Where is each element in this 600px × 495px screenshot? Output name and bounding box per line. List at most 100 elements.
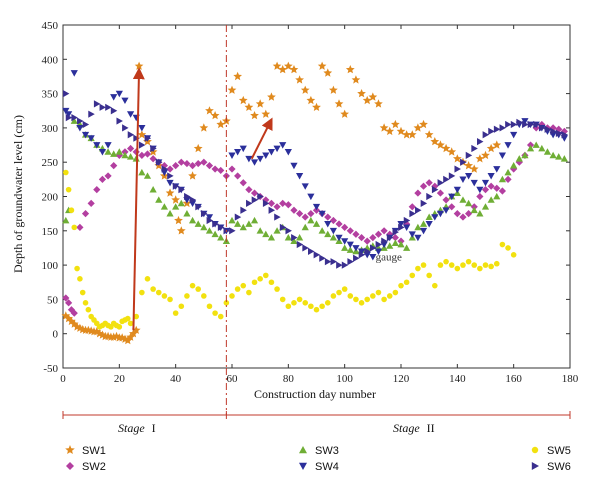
data-point-sw5 [375, 289, 382, 296]
x-axis-title: Construction day number [254, 387, 376, 401]
data-point-sw3 [414, 223, 422, 231]
data-point-sw3 [228, 216, 236, 224]
data-point-sw1 [475, 154, 485, 163]
data-point-sw1 [402, 130, 411, 139]
data-point-sw2 [62, 294, 70, 302]
data-point-sw4 [110, 94, 118, 101]
data-point-sw3 [284, 234, 292, 241]
data-point-sw5 [437, 262, 444, 268]
data-point-sw2 [324, 213, 332, 221]
legend-marker-sw2 [66, 462, 74, 470]
data-point-sw2 [267, 199, 276, 207]
data-point-sw2 [93, 186, 101, 194]
x-tick-label: 140 [449, 373, 466, 385]
data-point-sw6 [195, 203, 202, 211]
data-point-sw6 [510, 120, 518, 129]
data-point-sw5 [471, 262, 478, 268]
data-point-sw4 [115, 90, 123, 98]
data-point-sw1 [407, 130, 417, 139]
data-point-sw6 [460, 158, 467, 166]
data-point-sw5 [482, 262, 489, 268]
data-point-sw5 [381, 296, 387, 303]
data-point-sw2 [352, 230, 360, 238]
data-point-sw2 [346, 227, 354, 235]
data-point-sw6 [268, 206, 276, 214]
series-sw2 [62, 120, 568, 317]
data-point-sw1 [284, 61, 293, 70]
data-point-sw6 [448, 172, 456, 180]
y-tick-label: 150 [42, 226, 59, 238]
data-point-sw1 [492, 140, 502, 149]
data-point-sw2 [172, 162, 180, 170]
data-point-sw6 [431, 186, 439, 194]
gauge-annotation: gauge [376, 251, 402, 263]
data-point-sw3 [493, 192, 501, 200]
scatter-points [61, 61, 568, 345]
data-point-sw5 [432, 282, 438, 289]
x-tick-label: 180 [562, 373, 579, 385]
data-point-sw6 [217, 223, 225, 231]
x-tick-label: 100 [336, 373, 353, 385]
data-point-sw5 [403, 279, 410, 286]
data-point-sw3 [62, 216, 70, 224]
data-point-sw5 [246, 289, 252, 296]
data-point-sw2 [87, 199, 95, 207]
data-point-sw5 [212, 310, 218, 316]
data-point-sw1 [233, 71, 242, 81]
data-point-sw5 [370, 293, 376, 299]
data-point-sw6 [65, 114, 73, 122]
data-point-sw3 [273, 227, 281, 234]
data-point-sw6 [246, 199, 253, 207]
data-point-sw1 [345, 65, 355, 74]
data-point-sw2 [493, 184, 501, 192]
data-point-sw3 [267, 234, 276, 241]
data-point-sw2 [363, 237, 371, 245]
data-point-sw3 [341, 244, 349, 251]
data-point-sw4 [127, 111, 135, 118]
data-point-sw4 [425, 221, 433, 228]
data-point-sw5 [488, 263, 494, 270]
stage-one-label: Stage I [118, 421, 156, 435]
data-point-sw3 [386, 242, 394, 249]
data-point-sw6 [138, 141, 146, 149]
data-point-sw2 [380, 227, 388, 235]
data-point-sw6 [302, 244, 309, 252]
data-point-sw5 [454, 265, 461, 272]
data-point-sw4 [267, 149, 276, 156]
data-point-sw2 [273, 203, 281, 211]
data-point-sw6 [99, 103, 107, 111]
data-point-sw5 [240, 282, 247, 289]
data-point-sw2 [481, 186, 490, 194]
data-point-sw1 [413, 123, 423, 132]
data-point-sw3 [555, 153, 563, 160]
data-point-sw1 [165, 188, 175, 197]
data-point-sw6 [341, 261, 349, 269]
data-point-sw5 [74, 265, 80, 272]
data-point-sw3 [481, 203, 490, 210]
series-sw5 [63, 169, 517, 330]
data-point-sw2 [487, 182, 495, 190]
data-point-sw3 [149, 186, 157, 193]
data-point-sw4 [369, 253, 377, 261]
data-point-sw5 [161, 293, 168, 299]
data-point-sw1 [199, 123, 209, 132]
data-point-sw3 [329, 234, 337, 241]
data-point-sw3 [143, 172, 152, 179]
data-point-sw3 [234, 220, 242, 227]
data-point-sw6 [172, 182, 180, 190]
data-point-sw2 [205, 162, 214, 170]
data-point-sw1 [486, 143, 496, 153]
data-point-sw4 [459, 176, 467, 183]
data-point-sw4 [290, 162, 298, 170]
data-point-sw6 [229, 227, 236, 235]
data-point-sw1 [205, 106, 214, 115]
data-point-sw6 [353, 254, 360, 262]
data-point-sw6 [426, 192, 433, 201]
data-point-sw6 [77, 117, 84, 125]
data-point-sw5 [77, 276, 83, 282]
data-point-sw6 [375, 240, 383, 249]
y-tick-label: 200 [42, 192, 59, 204]
data-point-sw3 [104, 148, 112, 155]
data-point-sw3 [121, 151, 129, 159]
